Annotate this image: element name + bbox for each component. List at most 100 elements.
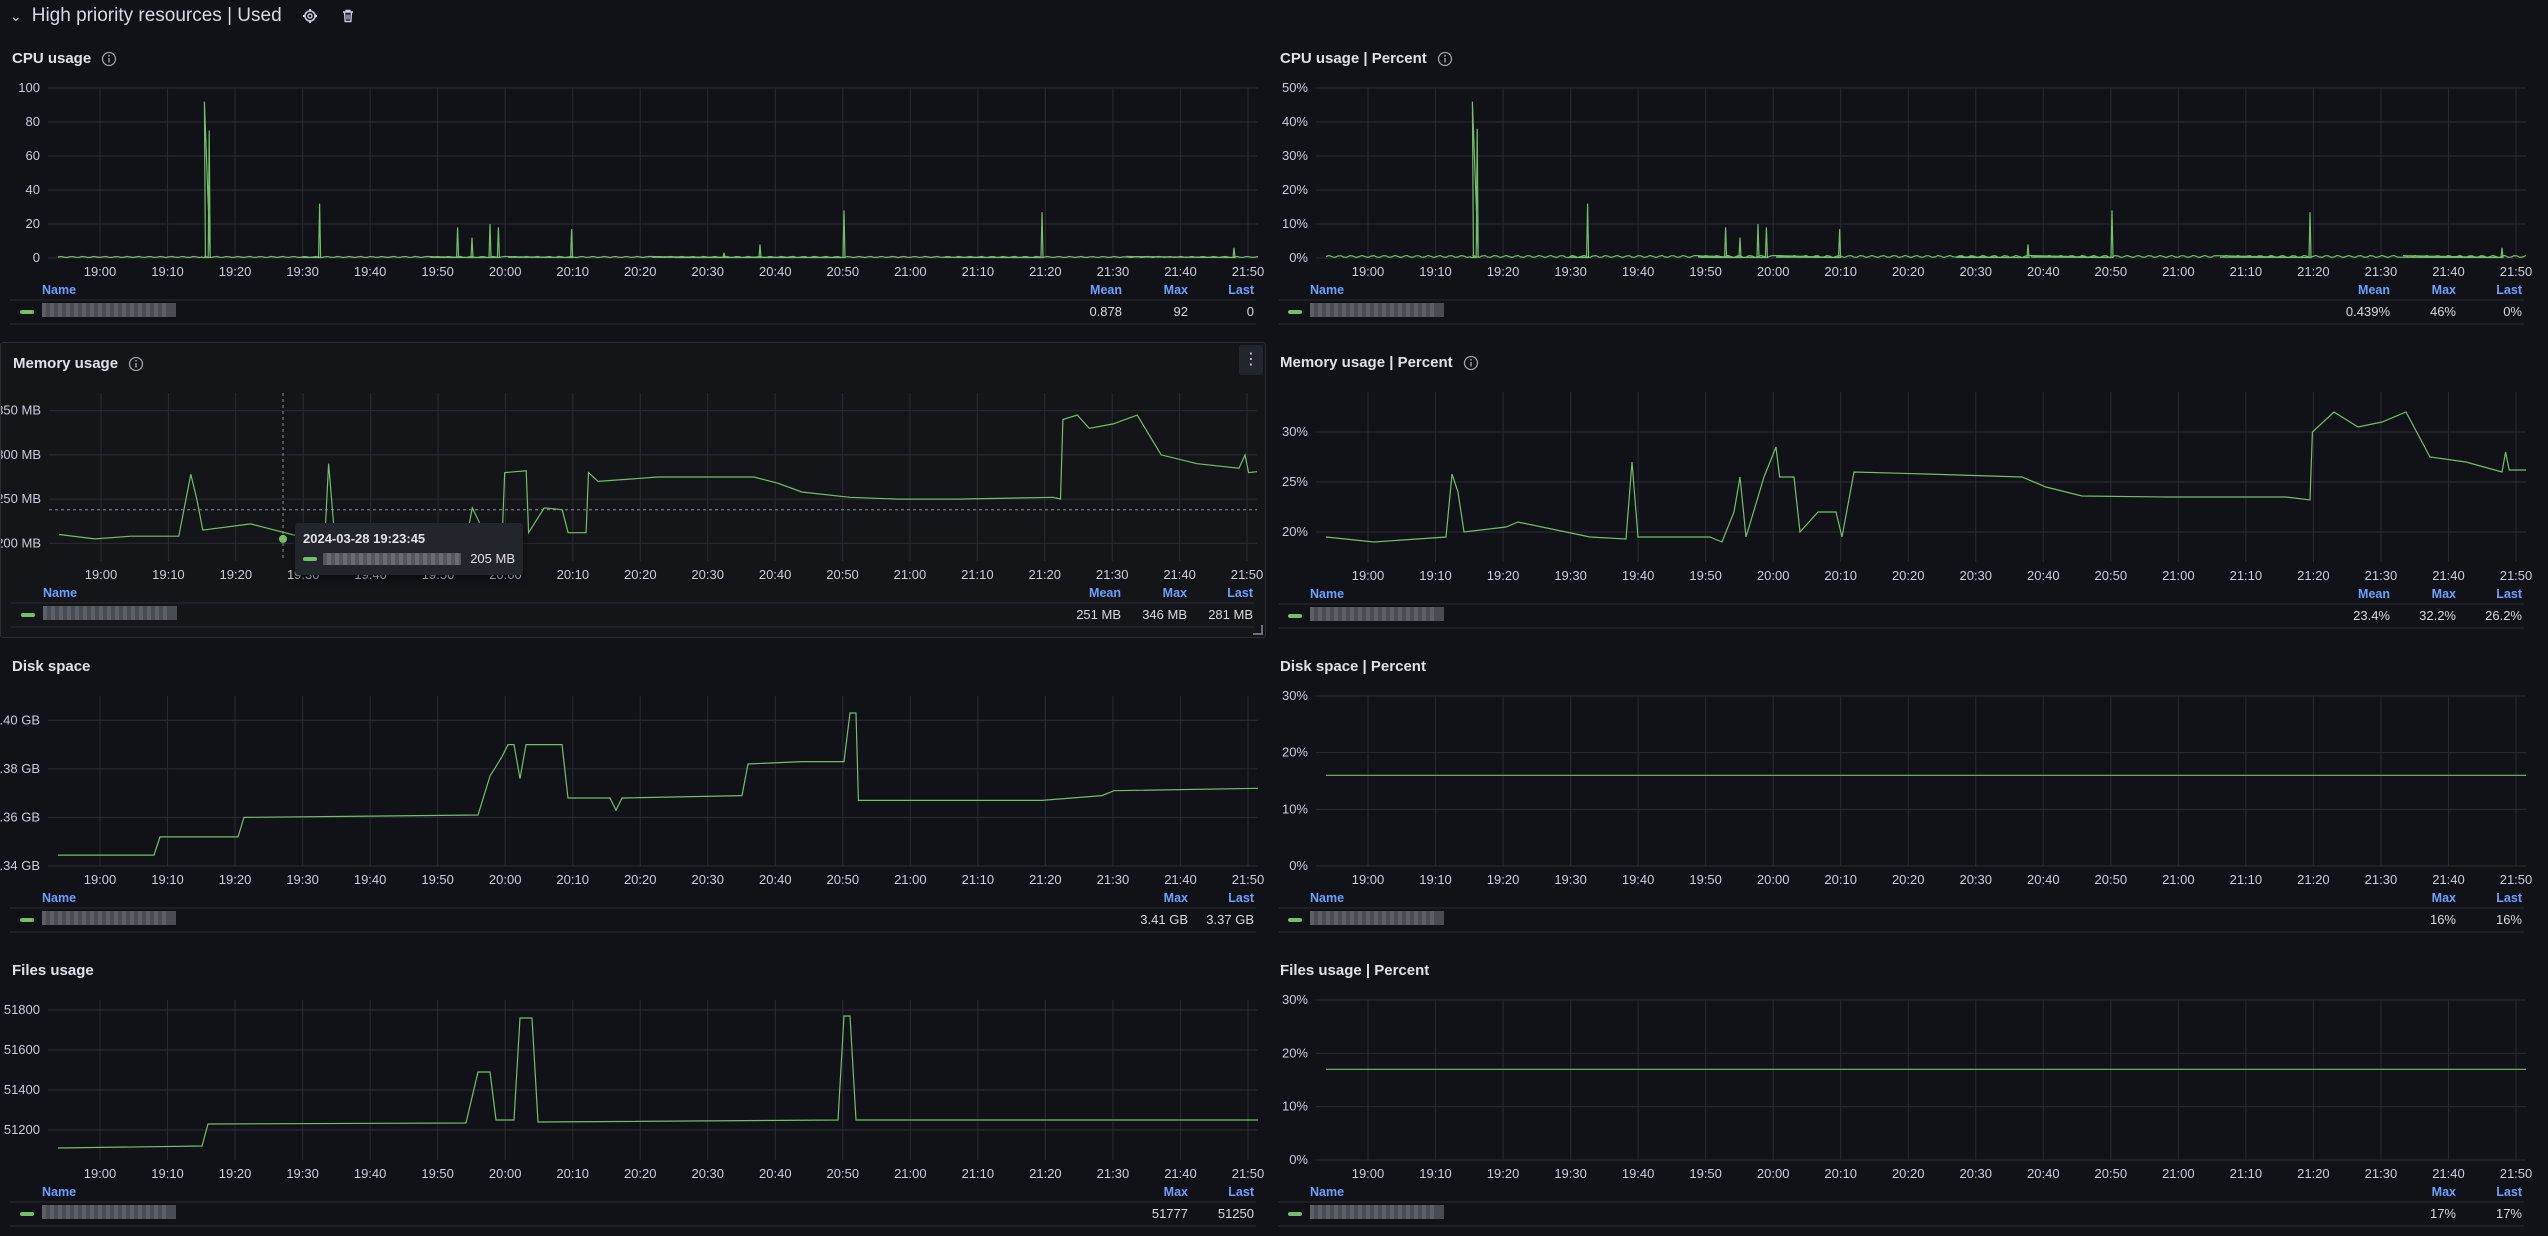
y-tick-label: 30% (1282, 688, 1308, 703)
resize-handle-icon[interactable] (1253, 625, 1263, 635)
gear-icon[interactable] (300, 6, 320, 26)
x-tick-label: 20:20 (1892, 568, 1925, 583)
x-tick-label: 19:20 (220, 567, 253, 582)
chart-svg: 100 80 60 40 20 0 19:00 19:10 19:20 19:30 19:40 19:… (10, 80, 1264, 325)
x-tick-label: 21:00 (2162, 264, 2195, 279)
panel-memory-usage-percent[interactable]: Memory usage | Percent 30% 25% 20% 19:00 19:1… (1268, 342, 2534, 638)
y-tick-label: 80 (26, 114, 40, 129)
panel-title[interactable]: Memory usage | Percent (1280, 354, 1479, 371)
x-tick-label: 21:10 (2230, 872, 2263, 887)
series-line (58, 712, 1259, 856)
redaction-stripe (1430, 1205, 1434, 1219)
redaction-stripe (82, 1205, 86, 1219)
panel-disk-space[interactable]: Disk space 3.40 GB 3.38 GB 3.36 GB 3.34 GB 19… (0, 646, 1266, 942)
x-tick-label: 21:30 (1097, 1166, 1130, 1181)
redaction-stripe (1366, 303, 1370, 317)
x-tick-label: 20:20 (624, 264, 657, 279)
x-tick-label: 19:40 (354, 264, 387, 279)
y-tick-label: 60 (26, 148, 40, 163)
y-tick-label: 3.34 GB (0, 858, 40, 873)
x-tick-label: 20:30 (1959, 872, 1992, 887)
y-tick-label: 40 (26, 182, 40, 197)
panel-title-text: CPU usage (12, 50, 92, 67)
redaction-stripe (107, 606, 111, 620)
y-tick-label: 350 MB (1, 403, 41, 418)
x-tick-label: 21:30 (1096, 567, 1129, 582)
panel-title[interactable]: Files usage (12, 962, 94, 979)
legend-value-mean: 23.4% (2353, 608, 2390, 623)
x-tick-label: 19:00 (84, 264, 117, 279)
x-tick-label: 20:20 (624, 567, 657, 582)
redaction-stripe (1366, 911, 1370, 925)
x-tick-label: 20:00 (1757, 568, 1790, 583)
redaction-stripe (114, 911, 118, 925)
redaction-stripe (42, 1205, 46, 1219)
redaction-stripe (1342, 1205, 1346, 1219)
panel-cpu-usage-percent[interactable]: CPU usage | Percent 50% 40% 30% 20% 10% 0% 19:0… (1268, 38, 2534, 334)
series-line (57, 1015, 1258, 1149)
panel-title-text: Memory usage (13, 355, 119, 372)
chevron-down-icon[interactable]: ⌄ (10, 7, 22, 24)
legend-value-last: 0% (2503, 304, 2522, 319)
legend-value-max: 346 MB (1142, 607, 1187, 622)
x-tick-label: 19:40 (354, 1166, 387, 1181)
x-tick-label: 20:50 (2095, 872, 2128, 887)
redaction-stripe (74, 303, 78, 317)
x-tick-label: 19:30 (1554, 1166, 1587, 1181)
redaction-stripe (130, 911, 134, 925)
panel-files-usage[interactable]: Files usage 51800 51600 51400 51200 19:00 19:1… (0, 950, 1266, 1236)
redaction-stripe (106, 911, 110, 925)
panel-memory-usage[interactable]: Memory usage ⋮ 350 MB 300 MB 250 MB 200 MB 19:… (0, 342, 1266, 638)
redaction-stripe (50, 1205, 54, 1219)
redaction-stripe (146, 911, 150, 925)
x-tick-label: 19:20 (219, 264, 252, 279)
chart-svg: 3.40 GB 3.38 GB 3.36 GB 3.34 GB 19:00 19:10 19… (0, 696, 1264, 933)
panel-title[interactable]: Disk space (12, 658, 90, 675)
y-tick-label: 3.38 GB (0, 761, 40, 776)
redaction-stripe (74, 911, 78, 925)
x-tick-label: 20:40 (2027, 1166, 2060, 1181)
panel-title[interactable]: CPU usage | Percent (1280, 50, 1453, 67)
x-tick-label: 21:50 (2500, 872, 2533, 887)
redaction-stripe (1350, 303, 1354, 317)
legend-series-swatch (20, 1212, 34, 1216)
row-title[interactable]: High priority resources | Used (31, 5, 282, 26)
info-icon[interactable] (1437, 51, 1453, 67)
x-tick-label: 20:40 (759, 1166, 792, 1181)
y-tick-label: 20 (26, 216, 40, 231)
legend-header-name: Name (42, 891, 76, 905)
panel-cpu-usage[interactable]: CPU usage 100 80 60 40 20 0 19:00 19:10 19:20 19:3… (0, 38, 1266, 334)
redaction-stripe (130, 303, 134, 317)
redaction-stripe (146, 1205, 150, 1219)
info-icon[interactable] (101, 51, 117, 67)
legend-series-swatch (1288, 1212, 1302, 1216)
info-icon[interactable] (1463, 355, 1479, 371)
trash-icon[interactable] (338, 6, 358, 26)
x-tick-label: 19:50 (1689, 1166, 1722, 1181)
redaction-stripe (90, 303, 94, 317)
x-tick-label: 21:00 (2162, 568, 2195, 583)
panel-disk-space-percent[interactable]: Disk space | Percent 30% 20% 10% 0% 19:00 19:1… (1268, 646, 2534, 942)
y-tick-label: 30% (1282, 992, 1308, 1007)
redaction-stripe (1414, 607, 1418, 621)
y-tick-label: 25% (1282, 474, 1308, 489)
redaction-stripe (1374, 1205, 1378, 1219)
panel-menu-button[interactable]: ⋮ (1239, 345, 1263, 375)
panel-title[interactable]: Memory usage (13, 355, 144, 372)
x-tick-label: 21:40 (1164, 264, 1197, 279)
redaction-stripe (106, 303, 110, 317)
redaction-stripe (82, 303, 86, 317)
panel-title[interactable]: CPU usage (12, 50, 117, 67)
row-header[interactable]: ⌄ High priority resources | Used (10, 0, 358, 32)
redaction-stripe (75, 606, 79, 620)
x-tick-label: 20:30 (1959, 264, 1992, 279)
x-tick-label: 20:00 (1757, 872, 1790, 887)
x-tick-label: 21:30 (2365, 1166, 2398, 1181)
panel-files-usage-percent[interactable]: Files usage | Percent 30% 20% 10% 0% 19:00 19:… (1268, 950, 2534, 1236)
info-icon[interactable] (128, 356, 144, 372)
x-tick-label: 19:10 (1419, 264, 1452, 279)
legend-header-max: Max (2432, 587, 2456, 601)
panel-title[interactable]: Files usage | Percent (1280, 962, 1429, 979)
panel-title[interactable]: Disk space | Percent (1280, 658, 1426, 675)
redaction-stripe (146, 303, 150, 317)
